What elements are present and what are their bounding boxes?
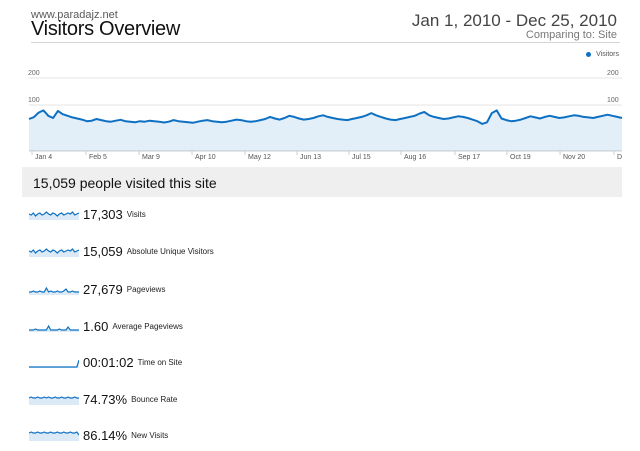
- metric-value: 74.73%: [83, 391, 128, 407]
- x-axis-label: Jan 4: [35, 154, 53, 161]
- metric-label: Bounce Rate: [131, 394, 178, 404]
- x-axis-label: Feb 5: [89, 154, 107, 161]
- metric-value: 1.60: [83, 318, 109, 334]
- metric-row[interactable]: 27,679 Pageviews: [29, 280, 165, 298]
- x-axis-label: Mar 9: [142, 154, 160, 161]
- date-range-selector[interactable]: Jan 1, 2010 - Dec 25, 2010: [411, 11, 617, 30]
- sparkline-icon: [29, 248, 79, 257]
- sparkline-icon: [29, 359, 79, 368]
- metric-label: Absolute Unique Visitors: [126, 246, 214, 256]
- ytick-right-100: 100: [607, 97, 619, 104]
- metric-label: New Visits: [131, 430, 169, 440]
- legend-dot-icon: [586, 52, 592, 57]
- metric-value: 17,303: [83, 206, 123, 222]
- summary-text: 15,059 people visited this site: [33, 175, 217, 191]
- metric-row[interactable]: 86.14% New Visits: [29, 426, 168, 444]
- metric-value: 86.14%: [83, 427, 128, 443]
- header-divider: [31, 42, 620, 43]
- site-url: www.paradajz.net: [31, 9, 118, 21]
- x-axis-label: Jul 15: [352, 154, 371, 161]
- x-axis-label: Apr 10: [195, 154, 216, 161]
- ytick-left-200: 200: [28, 70, 40, 77]
- sparkline-icon: [29, 324, 79, 332]
- metric-label: Time on Site: [137, 357, 183, 367]
- metric-row[interactable]: 1.60 Average Pageviews: [29, 317, 183, 335]
- sparkline-icon: [29, 396, 79, 405]
- series-area: [29, 110, 622, 151]
- comparing-label: Comparing to: Site: [525, 29, 617, 41]
- sparkline-icon: [29, 286, 79, 295]
- x-axis-label: D: [617, 154, 623, 161]
- metric-row[interactable]: 00:01:02 Time on Site: [29, 353, 182, 371]
- metric-label: Visits: [126, 209, 146, 219]
- sparkline-icon: [29, 211, 79, 220]
- metric-label: Pageviews: [126, 284, 166, 294]
- ytick-right-200: 200: [607, 70, 619, 77]
- x-axis-label: Jun 13: [300, 154, 322, 161]
- x-axis-label: Oct 19: [510, 154, 531, 161]
- x-axis-label: May 12: [248, 154, 271, 161]
- metric-row[interactable]: 17,303 Visits: [29, 205, 146, 223]
- legend-label: Visitors: [596, 51, 619, 58]
- metric-value: 00:01:02: [83, 354, 134, 370]
- chart-legend[interactable]: Visitors: [586, 51, 619, 58]
- summary-bar: 15,059 people visited this site: [22, 167, 622, 197]
- metric-value: 15,059: [83, 243, 123, 259]
- ytick-left-100: 100: [28, 97, 40, 104]
- series-line-visitors: [28, 109, 623, 125]
- sparkline-icon: [29, 431, 79, 441]
- metric-row[interactable]: 15,059 Absolute Unique Visitors: [29, 242, 214, 260]
- x-axis-label: Sep 17: [458, 154, 481, 161]
- metric-label: Average Pageviews: [112, 321, 183, 331]
- x-axis-label: Aug 16: [404, 154, 427, 161]
- metric-value: 27,679: [83, 281, 123, 297]
- x-axis-label: Nov 20: [563, 154, 586, 161]
- page-title: Visitors Overview: [31, 18, 181, 40]
- metric-row[interactable]: 74.73% Bounce Rate: [29, 390, 177, 408]
